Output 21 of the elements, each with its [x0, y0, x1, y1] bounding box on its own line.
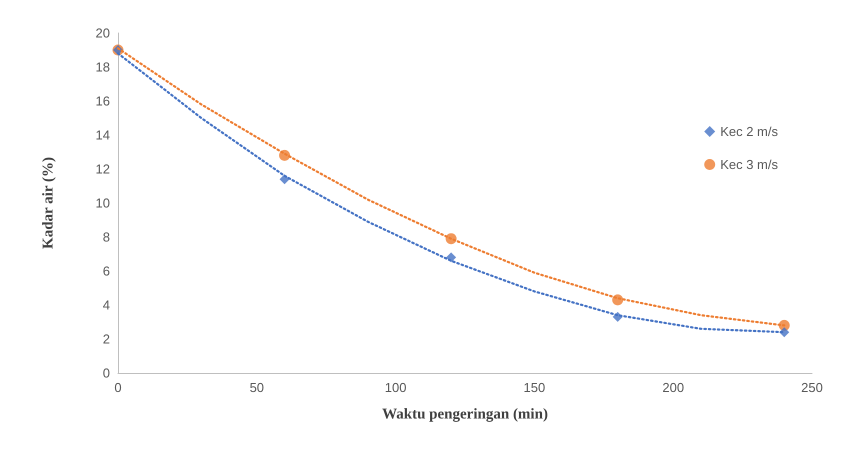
x-tick-label: 150	[524, 380, 546, 395]
y-tick-label: 14	[96, 128, 110, 142]
legend-label: Kec 2 m/s	[720, 124, 778, 139]
x-tick-label: 250	[801, 380, 823, 395]
x-tick-label: 100	[384, 380, 406, 395]
legend-label: Kec 3 m/s	[720, 157, 778, 172]
y-tick-label: 18	[96, 60, 110, 74]
y-tick-label: 2	[102, 332, 110, 346]
x-tick-label: 0	[114, 380, 122, 395]
y-tick-label: 4	[102, 298, 110, 312]
y-tick-label: 10	[96, 196, 110, 210]
x-tick-label: 50	[250, 380, 264, 395]
y-tick-label: 6	[102, 264, 110, 278]
y-axis-title: Kadar air (%)	[40, 157, 56, 249]
x-axis-title: Waktu pengeringan (min)	[382, 406, 548, 422]
y-tick-label: 0	[102, 366, 110, 380]
y-tick-label: 12	[96, 162, 110, 176]
y-tick-label: 16	[96, 94, 110, 108]
y-tick-label: 20	[96, 26, 110, 40]
y-tick-label: 8	[102, 230, 110, 244]
x-tick-label: 200	[662, 380, 684, 395]
